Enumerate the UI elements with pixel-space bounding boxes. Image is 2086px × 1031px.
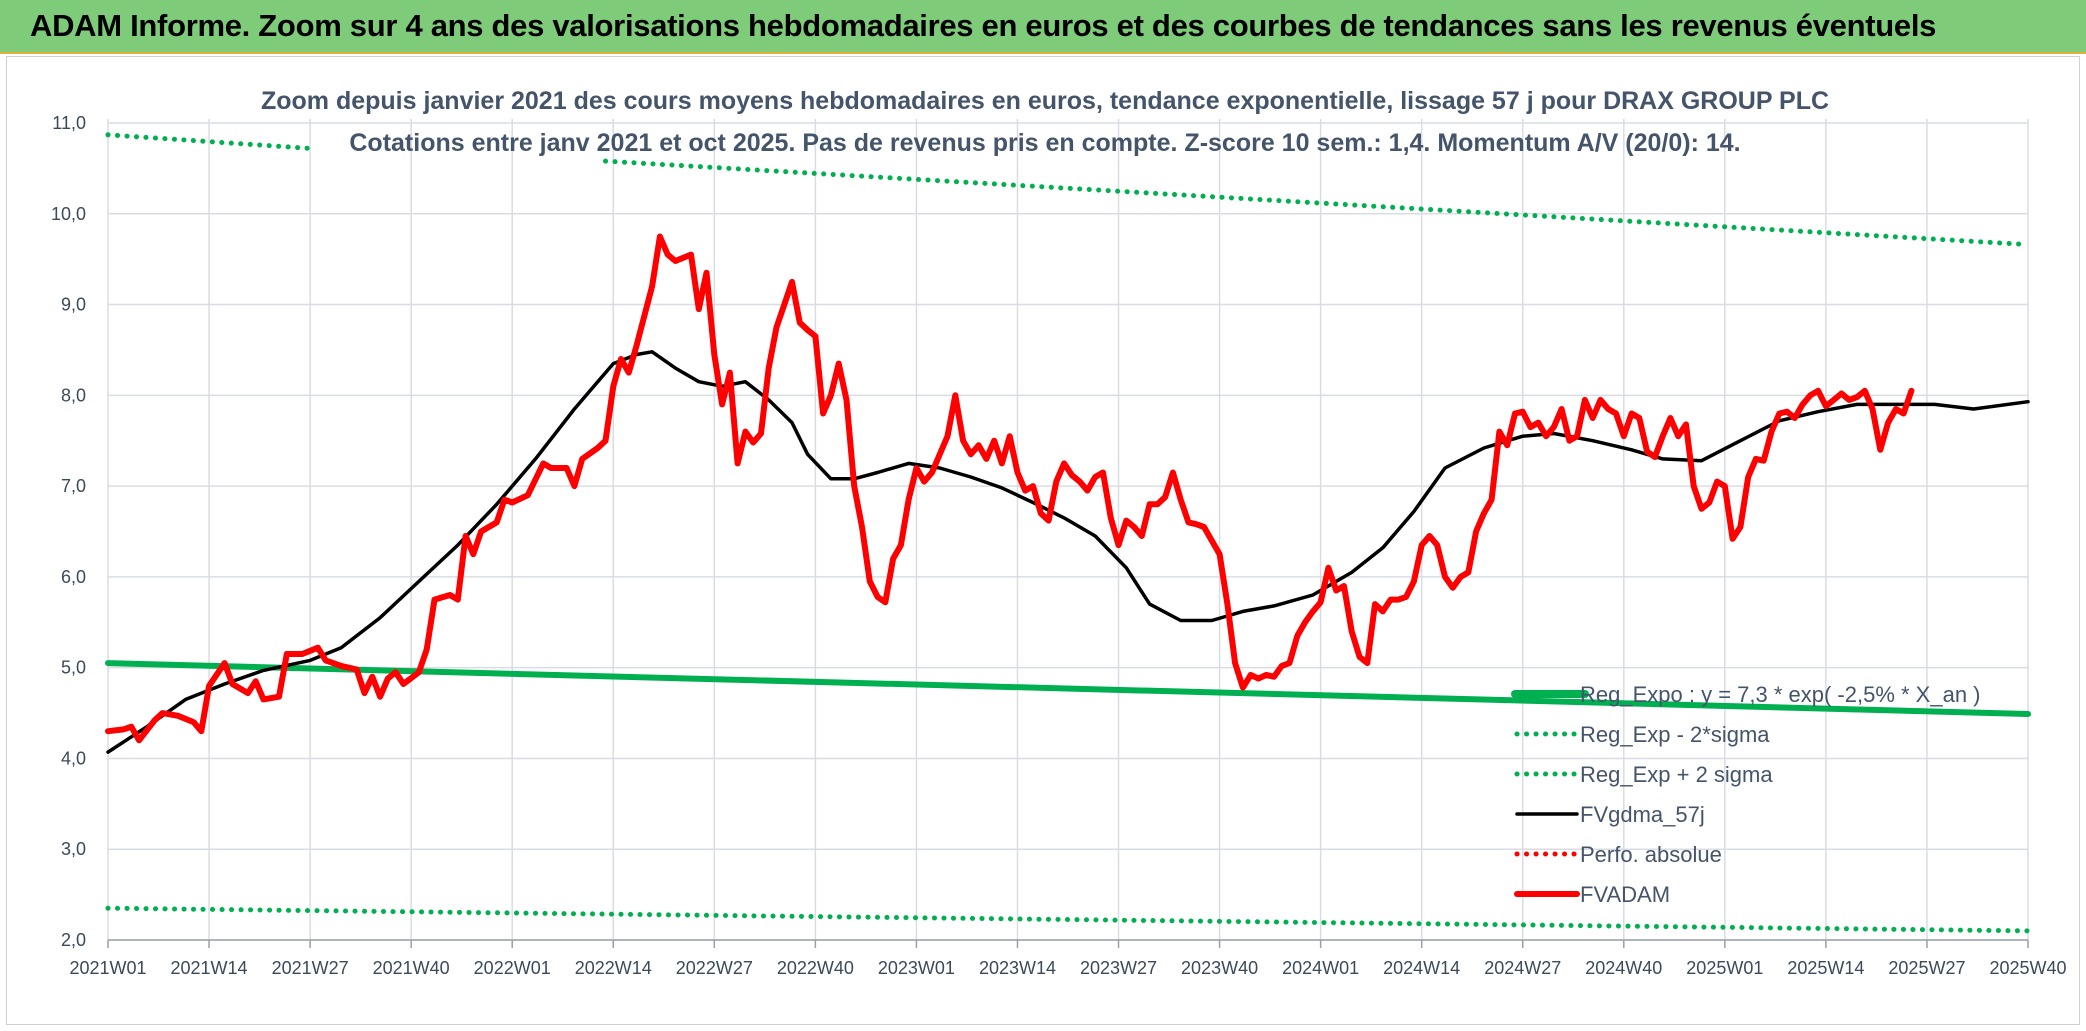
x-tick-label: 2024W14 — [1383, 958, 1460, 978]
x-tick-label: 2025W27 — [1888, 958, 1965, 978]
y-tick-label: 3,0 — [61, 839, 86, 859]
x-tick-label: 2024W01 — [1282, 958, 1359, 978]
x-tick-label: 2023W01 — [878, 958, 955, 978]
y-tick-label: 2,0 — [61, 930, 86, 950]
series-reg-exp-2-sigma-line-b — [603, 158, 2031, 248]
x-tick-label: 2021W01 — [69, 958, 146, 978]
y-tick-label: 4,0 — [61, 748, 86, 768]
chart-title-line-2: Cotations entre janv 2021 et oct 2025. P… — [349, 129, 1740, 157]
x-tick-label: 2025W01 — [1686, 958, 1763, 978]
legend: Reg_Expo : y = 7,3 * exp( -2,5% * X_an )… — [1511, 682, 1981, 907]
axes: 2,0 3,0 4,0 5,0 6,0 7,0 8,0 9,0 10,0 11,0 2021W01 2… — [51, 113, 2067, 978]
legend-label: Reg_Expo : y = 7,3 * exp( -2,5% * X_an ) — [1580, 682, 1981, 707]
y-tick-label: 7,0 — [61, 476, 86, 496]
x-tick-label: 2021W40 — [373, 958, 450, 978]
x-tick-label: 2021W14 — [171, 958, 248, 978]
x-tick-label: 2022W14 — [575, 958, 652, 978]
legend-label: Perfo. absolue — [1580, 842, 1722, 867]
chart-frame — [6, 56, 2080, 1025]
series — [105, 132, 2031, 934]
series-fvgdma-57j-line — [106, 350, 2030, 754]
legend-label: FVADAM — [1580, 882, 1670, 907]
report-banner: ADAM Informe. Zoom sur 4 ans des valoris… — [0, 0, 2086, 54]
series-reg-exp-2-sigma-line — [105, 905, 2031, 934]
x-tick-label: 2024W40 — [1585, 958, 1662, 978]
y-tick-label: 6,0 — [61, 567, 86, 587]
legend-label: Reg_Exp - 2*sigma — [1580, 722, 1770, 747]
x-tick-label: 2023W40 — [1181, 958, 1258, 978]
x-tick-label: 2021W27 — [272, 958, 349, 978]
x-tick-label: 2023W14 — [979, 958, 1056, 978]
series-fvadam-line — [105, 233, 1915, 744]
y-tick-label: 9,0 — [61, 295, 86, 315]
chart-title: Zoom depuis janvier 2021 des cours moyen… — [261, 87, 1829, 157]
x-tick-label: 2022W01 — [474, 958, 551, 978]
x-tick-label: 2025W40 — [1989, 958, 2066, 978]
series-reg-expo-y-7-3-exp-2-5-x-an-line — [105, 660, 2031, 717]
x-tick-label: 2023W27 — [1080, 958, 1157, 978]
x-tick-label: 2022W40 — [777, 958, 854, 978]
y-tick-label: 10,0 — [51, 204, 86, 224]
y-tick-label: 5,0 — [61, 658, 86, 678]
chart-title-line-1: Zoom depuis janvier 2021 des cours moyen… — [261, 87, 1829, 115]
grid — [107, 119, 2029, 941]
x-tick-label: 2024W27 — [1484, 958, 1561, 978]
legend-label: FVgdma_57j — [1580, 802, 1705, 827]
y-tick-label: 8,0 — [61, 385, 86, 405]
legend-label: Reg_Exp + 2 sigma — [1580, 762, 1773, 787]
x-tick-label: 2022W27 — [676, 958, 753, 978]
x-tick-label: 2025W14 — [1787, 958, 1864, 978]
y-tick-label: 11,0 — [52, 113, 86, 133]
report-title: ADAM Informe. Zoom sur 4 ans des valoris… — [30, 8, 1937, 43]
series-reg-exp-2-sigma-line — [105, 132, 313, 151]
